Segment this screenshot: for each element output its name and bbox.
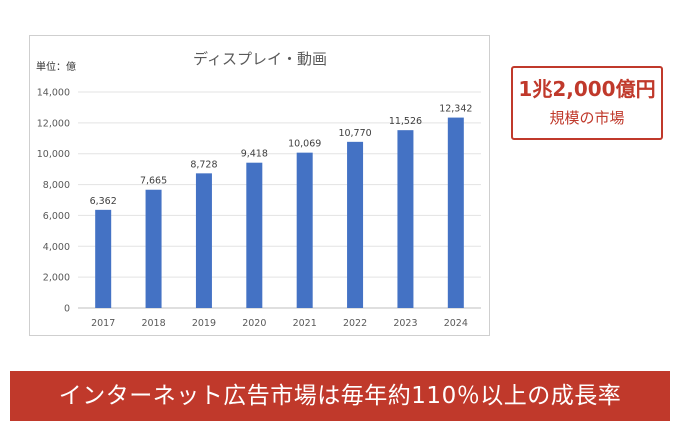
- y-tick-label: 4,000: [43, 242, 70, 253]
- bar: [296, 152, 313, 308]
- market-size-value: 1兆2,000億円: [518, 77, 656, 101]
- x-tick-label: 2020: [242, 318, 266, 329]
- market-size-badge: 1兆2,000億円 規模の市場: [511, 66, 663, 140]
- market-size-caption: 規模の市場: [549, 109, 625, 127]
- data-label: 8,728: [190, 159, 217, 170]
- y-tick-label: 10,000: [37, 149, 70, 160]
- labels-layer: 0 2,000 4,000 6,000 8,000 10,000 12,000 14,000 6…: [37, 88, 473, 330]
- x-tick-label: 2024: [444, 318, 468, 329]
- growth-banner: インターネット広告市場は毎年約110％以上の成長率: [10, 371, 670, 421]
- data-label: 9,418: [241, 149, 268, 160]
- y-tick-label: 8,000: [43, 180, 70, 191]
- data-label: 10,770: [338, 128, 371, 139]
- bar: [95, 209, 112, 308]
- y-tick-label: 14,000: [37, 88, 70, 99]
- data-label: 7,665: [140, 176, 167, 187]
- data-label: 10,069: [288, 139, 321, 150]
- bar: [397, 130, 414, 308]
- bar: [145, 189, 162, 308]
- y-tick-label: 6,000: [43, 211, 70, 222]
- x-tick-label: 2018: [141, 318, 165, 329]
- chart-container: ディスプレイ・動画 単位：億 0 2,000 4,000 6,000 8,000 10,0…: [29, 35, 490, 336]
- x-tick-label: 2021: [293, 318, 317, 329]
- x-tick-label: 2019: [192, 318, 216, 329]
- bars-layer: [95, 117, 464, 309]
- bar: [246, 162, 263, 308]
- y-tick-label: 12,000: [37, 118, 70, 129]
- x-tick-label: 2023: [393, 318, 417, 329]
- bar: [447, 117, 464, 309]
- unit-label: 単位：億: [36, 60, 76, 73]
- data-label: 11,526: [389, 116, 422, 127]
- chart-title: ディスプレイ・動画: [193, 50, 327, 68]
- grid-layer: [78, 91, 481, 309]
- x-tick-label: 2017: [91, 318, 115, 329]
- data-label: 6,362: [90, 196, 117, 207]
- bar: [195, 173, 212, 308]
- bar-chart: ディスプレイ・動画 単位：億 0 2,000 4,000 6,000 8,000 10,0…: [36, 50, 481, 330]
- y-tick-label: 0: [64, 304, 70, 315]
- bar: [347, 141, 364, 308]
- data-label: 12,342: [439, 104, 472, 115]
- y-tick-label: 2,000: [43, 273, 70, 284]
- x-tick-label: 2022: [343, 318, 367, 329]
